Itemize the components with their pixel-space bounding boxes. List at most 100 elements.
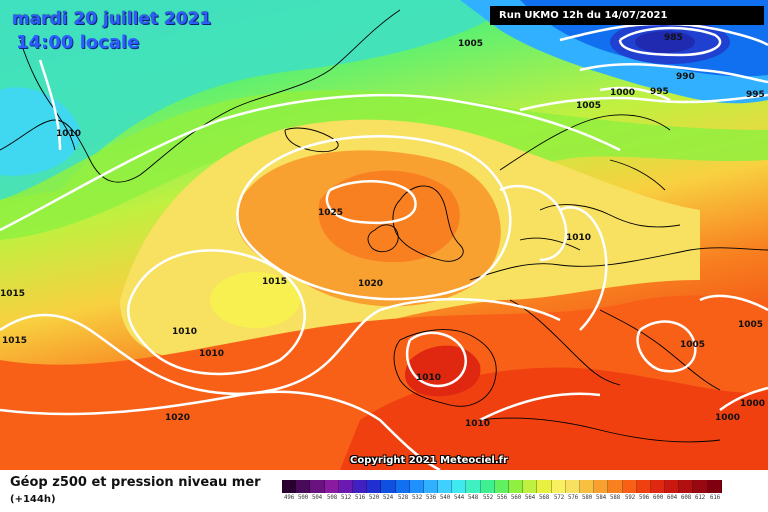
scale-swatch — [395, 480, 410, 493]
scale-swatch — [352, 480, 368, 493]
scale-label: 560 — [510, 494, 522, 501]
scale-cell: 516 — [352, 480, 368, 504]
scale-cell: 512 — [338, 480, 353, 504]
scale-label: 576 — [567, 494, 578, 501]
scale-cell: 504 — [310, 480, 325, 504]
scale-label: 548 — [468, 494, 479, 501]
scale-label: 512 — [340, 494, 351, 501]
scale-label: 612 — [695, 494, 706, 501]
pressure-label: 1025 — [318, 208, 343, 218]
scale-swatch — [282, 480, 297, 493]
scale-label: 572 — [553, 494, 564, 501]
scale-swatch — [509, 480, 524, 493]
scale-swatch — [438, 480, 453, 493]
scale-cell: 588 — [608, 480, 623, 504]
scale-label: 552 — [482, 494, 493, 501]
scale-swatch — [423, 480, 439, 493]
scale-swatch — [707, 480, 722, 493]
pressure-label: 1015 — [262, 277, 287, 287]
scale-swatch — [665, 480, 680, 493]
chart-title: Géop z500 et pression niveau mer — [10, 475, 261, 490]
pressure-label: 1005 — [458, 39, 483, 49]
scale-label: 604 — [667, 494, 678, 501]
scale-label: 496 — [283, 494, 295, 501]
pressure-label: 990 — [676, 72, 695, 82]
scale-cell: 580 — [579, 480, 595, 504]
scale-swatch — [579, 480, 595, 493]
scale-swatch — [537, 480, 552, 493]
scale-swatch — [338, 480, 353, 493]
isobars — [0, 22, 768, 470]
scale-label: 544 — [454, 494, 465, 501]
scale-cell: 536 — [423, 480, 439, 504]
scale-cell: 608 — [679, 480, 694, 504]
scale-label: 584 — [596, 494, 607, 501]
scale-swatch — [381, 480, 396, 493]
scale-cell: 508 — [324, 480, 339, 504]
pressure-label: 995 — [650, 87, 669, 97]
forecast-time: 14:00 locale — [16, 32, 140, 53]
scale-swatch — [679, 480, 694, 493]
scale-cell: 548 — [466, 480, 481, 504]
scale-label: 600 — [652, 494, 664, 501]
forecast-range: (+144h) — [10, 494, 56, 505]
pressure-label: 1010 — [465, 419, 490, 429]
pressure-label: 1000 — [740, 399, 765, 409]
scale-swatch — [367, 480, 382, 493]
scale-label: 568 — [539, 494, 550, 501]
pressure-label: 1020 — [358, 279, 383, 289]
pressure-label: 1010 — [199, 349, 224, 359]
scale-cell: 540 — [438, 480, 453, 504]
scale-label: 540 — [440, 494, 451, 501]
scale-label: 588 — [610, 494, 621, 501]
scale-swatch — [650, 480, 666, 493]
scale-cell: 560 — [509, 480, 524, 504]
scale-swatch — [409, 480, 424, 493]
scale-swatch — [296, 480, 311, 493]
scale-label: 592 — [624, 494, 635, 501]
scale-cell: 552 — [480, 480, 495, 504]
scale-cell: 556 — [494, 480, 509, 504]
orange-core — [318, 170, 460, 263]
scale-cell: 600 — [650, 480, 666, 504]
pressure-labels: 1005 985 990 995 995 1000 1005 1010 1025… — [0, 33, 765, 429]
scale-label: 532 — [411, 494, 422, 501]
scale-label: 556 — [496, 494, 508, 501]
scale-cell: 568 — [537, 480, 552, 504]
scale-swatch — [523, 480, 538, 493]
run-info-box: Run UKMO 12h du 14/07/2021 — [490, 6, 764, 25]
map-canvas: 1005 985 990 995 995 1000 1005 1010 1025… — [0, 0, 768, 470]
scale-label: 516 — [354, 494, 366, 501]
scale-cell: 572 — [551, 480, 566, 504]
scale-swatch — [551, 480, 566, 493]
pressure-label: 1005 — [680, 340, 705, 350]
scale-swatch — [310, 480, 325, 493]
cyan-region-left — [0, 87, 81, 176]
scale-swatch — [565, 480, 580, 493]
scale-cell: 584 — [594, 480, 609, 504]
scale-cell: 596 — [636, 480, 651, 504]
scale-cell: 532 — [409, 480, 424, 504]
pressure-label: 1015 — [2, 336, 27, 346]
scale-label: 536 — [425, 494, 437, 501]
scale-label: 520 — [369, 494, 380, 501]
ridge-core — [210, 272, 300, 328]
scale-swatch — [608, 480, 623, 493]
scale-label: 580 — [581, 494, 593, 501]
pressure-label: 1000 — [715, 413, 740, 423]
pressure-label: 1010 — [566, 233, 591, 243]
scale-label: 508 — [326, 494, 337, 501]
copyright-notice: Copyright 2021 Meteociel.fr — [350, 455, 508, 466]
pressure-label: 1010 — [56, 129, 81, 139]
pressure-label: 995 — [746, 90, 765, 100]
pressure-label: 1005 — [576, 101, 601, 111]
scale-swatch — [466, 480, 481, 493]
scale-swatch — [324, 480, 339, 493]
scale-swatch — [452, 480, 467, 493]
pressure-label: 1000 — [610, 88, 635, 98]
pressure-label: 1010 — [416, 373, 441, 383]
pressure-label: 1010 — [172, 327, 197, 337]
color-scale: 496 500 504 508 512 516 520 524 528 532 536 540 544 5… — [282, 480, 722, 504]
pressure-label: 985 — [664, 33, 683, 43]
scale-swatch — [494, 480, 509, 493]
